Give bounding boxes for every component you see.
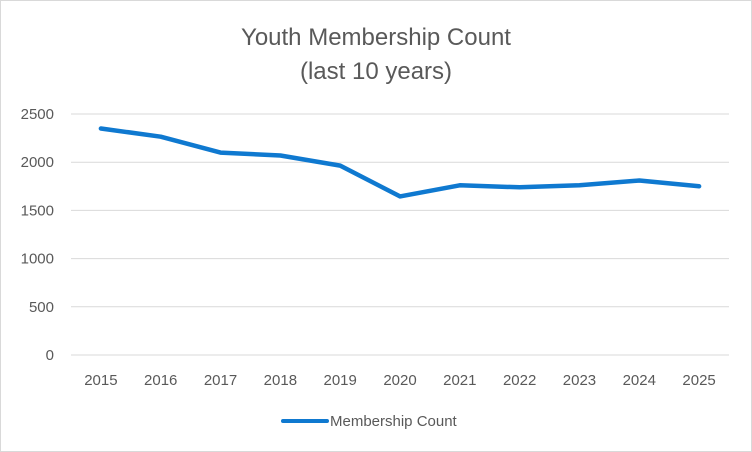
x-tick-label: 2018 [264,372,297,389]
x-tick-label: 2024 [623,372,656,389]
x-tick-label: 2022 [503,372,536,389]
chart-title: Youth Membership Count [241,24,511,51]
x-tick-label: 2021 [443,372,476,389]
y-axis-ticks: 0 500 1000 1500 2000 2500 [21,106,54,364]
legend: Membership Count [281,413,458,430]
x-tick-label: 2023 [563,372,596,389]
x-tick-label: 2020 [383,372,416,389]
y-tick-label: 2500 [21,106,54,123]
y-tick-label: 2000 [21,154,54,171]
legend-label-membership-count: Membership Count [330,413,458,430]
y-tick-label: 1500 [21,202,54,219]
x-tick-label: 2025 [682,372,715,389]
series-group [98,126,702,199]
x-axis-ticks: 2015 2016 2017 2018 2019 2020 2021 2022 2023 2024… [84,372,716,389]
x-tick-label: 2015 [84,372,117,389]
y-tick-label: 500 [29,299,54,316]
y-tick-label: 0 [46,347,54,364]
x-tick-label: 2016 [144,372,177,389]
series-line-membership-count [98,126,702,199]
chart-subtitle: (last 10 years) [300,58,452,85]
x-tick-label: 2017 [204,372,237,389]
x-tick-label: 2019 [323,372,356,389]
y-tick-label: 1000 [21,251,54,268]
gridlines [71,113,729,356]
